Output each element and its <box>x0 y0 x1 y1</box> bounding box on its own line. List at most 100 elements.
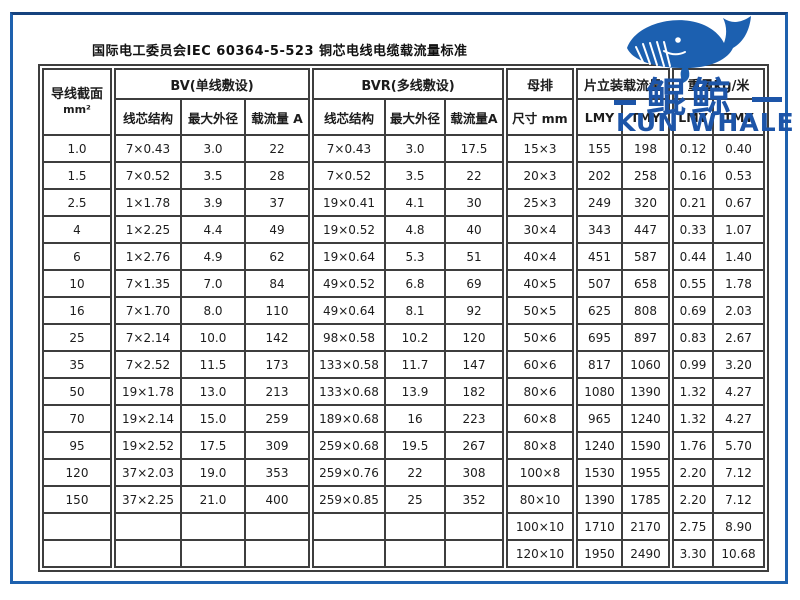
table-cell: 817 <box>578 352 621 377</box>
table-cell: 25 <box>44 325 110 350</box>
table-cell: 11.5 <box>182 352 244 377</box>
table-cell: 2.75 <box>674 514 712 539</box>
table-cell: 2.20 <box>674 460 712 485</box>
table-cell: 1×2.76 <box>116 244 180 269</box>
table-cell: 1.5 <box>44 163 110 188</box>
table-cell: 13.9 <box>386 379 444 404</box>
table-cell: 1.32 <box>674 379 712 404</box>
table-cell: 447 <box>623 217 668 242</box>
table-cell <box>446 514 502 539</box>
table-cell: 213 <box>246 379 308 404</box>
table-cell: 49×0.52 <box>314 271 384 296</box>
table-cell: 7×0.43 <box>314 136 384 161</box>
table-cell: 133×0.68 <box>314 379 384 404</box>
table-cell: 343 <box>578 217 621 242</box>
table-cell: 30×4 <box>508 217 572 242</box>
table-cell: 182 <box>446 379 502 404</box>
table-cell: 49 <box>246 217 308 242</box>
table-cell: 25 <box>386 487 444 512</box>
table-cell: 7×0.43 <box>116 136 180 161</box>
table-cell: 100×8 <box>508 460 572 485</box>
table-cell: 309 <box>246 433 308 458</box>
table-cell: 8.90 <box>714 514 763 539</box>
table-cell: 451 <box>578 244 621 269</box>
table-cell: 120 <box>44 460 110 485</box>
table-cell: 19×0.52 <box>314 217 384 242</box>
row-header-conductor-size: 导线截面 mm² <box>44 70 110 134</box>
table-cell: 1.0 <box>44 136 110 161</box>
table-cell: 17.5 <box>182 433 244 458</box>
table-cell: 4.27 <box>714 406 763 431</box>
table-cell: 587 <box>623 244 668 269</box>
table-cell: 6 <box>44 244 110 269</box>
table-cell <box>314 514 384 539</box>
table-cell: 16 <box>44 298 110 323</box>
table-cell: 2.20 <box>674 487 712 512</box>
column-group-conductor-size: 导线截面 mm² 1.0 1.5 2.5 4 6 10 16 25 35 50 70 95 120 150 <box>42 68 112 568</box>
table-cell: 60×6 <box>508 352 572 377</box>
table-cell: 92 <box>446 298 502 323</box>
table-cell: 1240 <box>578 433 621 458</box>
table-cell: 625 <box>578 298 621 323</box>
table-cell: 223 <box>446 406 502 431</box>
table-cell: 20×3 <box>508 163 572 188</box>
table-cell: 7×1.35 <box>116 271 180 296</box>
table-cell: 3.9 <box>182 190 244 215</box>
table-cell: 259×0.68 <box>314 433 384 458</box>
column-header: LMY <box>674 100 712 134</box>
table-cell: 4.8 <box>386 217 444 242</box>
table-cell: 1.78 <box>714 271 763 296</box>
table-cell: 1×1.78 <box>116 190 180 215</box>
brand-name-cn: 鲲鲸 <box>646 75 736 121</box>
table-cell: 19.0 <box>182 460 244 485</box>
column-header: 线芯结构 <box>116 100 180 134</box>
column-header: LMY <box>578 100 621 134</box>
table-cell: 0.44 <box>674 244 712 269</box>
table-cell: 80×10 <box>508 487 572 512</box>
table-cell <box>44 541 110 566</box>
whale-icon <box>627 16 751 83</box>
table-cell: 202 <box>578 163 621 188</box>
column-header: 载流量 A <box>246 100 308 134</box>
table-cell: 40×4 <box>508 244 572 269</box>
table-cell: 3.30 <box>674 541 712 566</box>
table-cell: 50 <box>44 379 110 404</box>
group-title-flat-mount-capacity: 片立装载流量 <box>578 70 668 98</box>
table-cell: 30 <box>446 190 502 215</box>
table-cell: 695 <box>578 325 621 350</box>
column-header: TMY <box>714 100 763 134</box>
column-group-bvr-multi-wire: BVR(多线敷设) 线芯结构 最大外径 载流量A 7×0.43 3.0 17.5 7×0.52… <box>312 68 504 568</box>
table-cell: 6.8 <box>386 271 444 296</box>
table-cell: 7×0.52 <box>116 163 180 188</box>
table-cell: 3.0 <box>386 136 444 161</box>
table-cell: 5.70 <box>714 433 763 458</box>
table-cell: 658 <box>623 271 668 296</box>
table-cell: 1060 <box>623 352 668 377</box>
table-cell <box>386 541 444 566</box>
group-title-bvr-multi-wire: BVR(多线敷设) <box>314 70 502 98</box>
table-cell: 25×3 <box>508 190 572 215</box>
table-cell: 507 <box>578 271 621 296</box>
table-cell: 7.0 <box>182 271 244 296</box>
table-cell: 22 <box>446 163 502 188</box>
table-cell <box>116 514 180 539</box>
table-cell: 7×0.52 <box>314 163 384 188</box>
table-cell: 50×6 <box>508 325 572 350</box>
table-cell: 37×2.03 <box>116 460 180 485</box>
table-cell: 60×8 <box>508 406 572 431</box>
table-cell: 147 <box>446 352 502 377</box>
table-cell: 120×10 <box>508 541 572 566</box>
table-cell: 51 <box>446 244 502 269</box>
table-cell: 10.2 <box>386 325 444 350</box>
table-cell: 0.16 <box>674 163 712 188</box>
table-cell: 19×0.41 <box>314 190 384 215</box>
table-cell: 1590 <box>623 433 668 458</box>
column-header: 尺寸 mm <box>508 100 572 134</box>
table-cell: 2490 <box>623 541 668 566</box>
table-cell: 198 <box>623 136 668 161</box>
table-cell: 1955 <box>623 460 668 485</box>
table-cell: 4 <box>44 217 110 242</box>
table-cell: 0.55 <box>674 271 712 296</box>
table-cell: 7×1.70 <box>116 298 180 323</box>
